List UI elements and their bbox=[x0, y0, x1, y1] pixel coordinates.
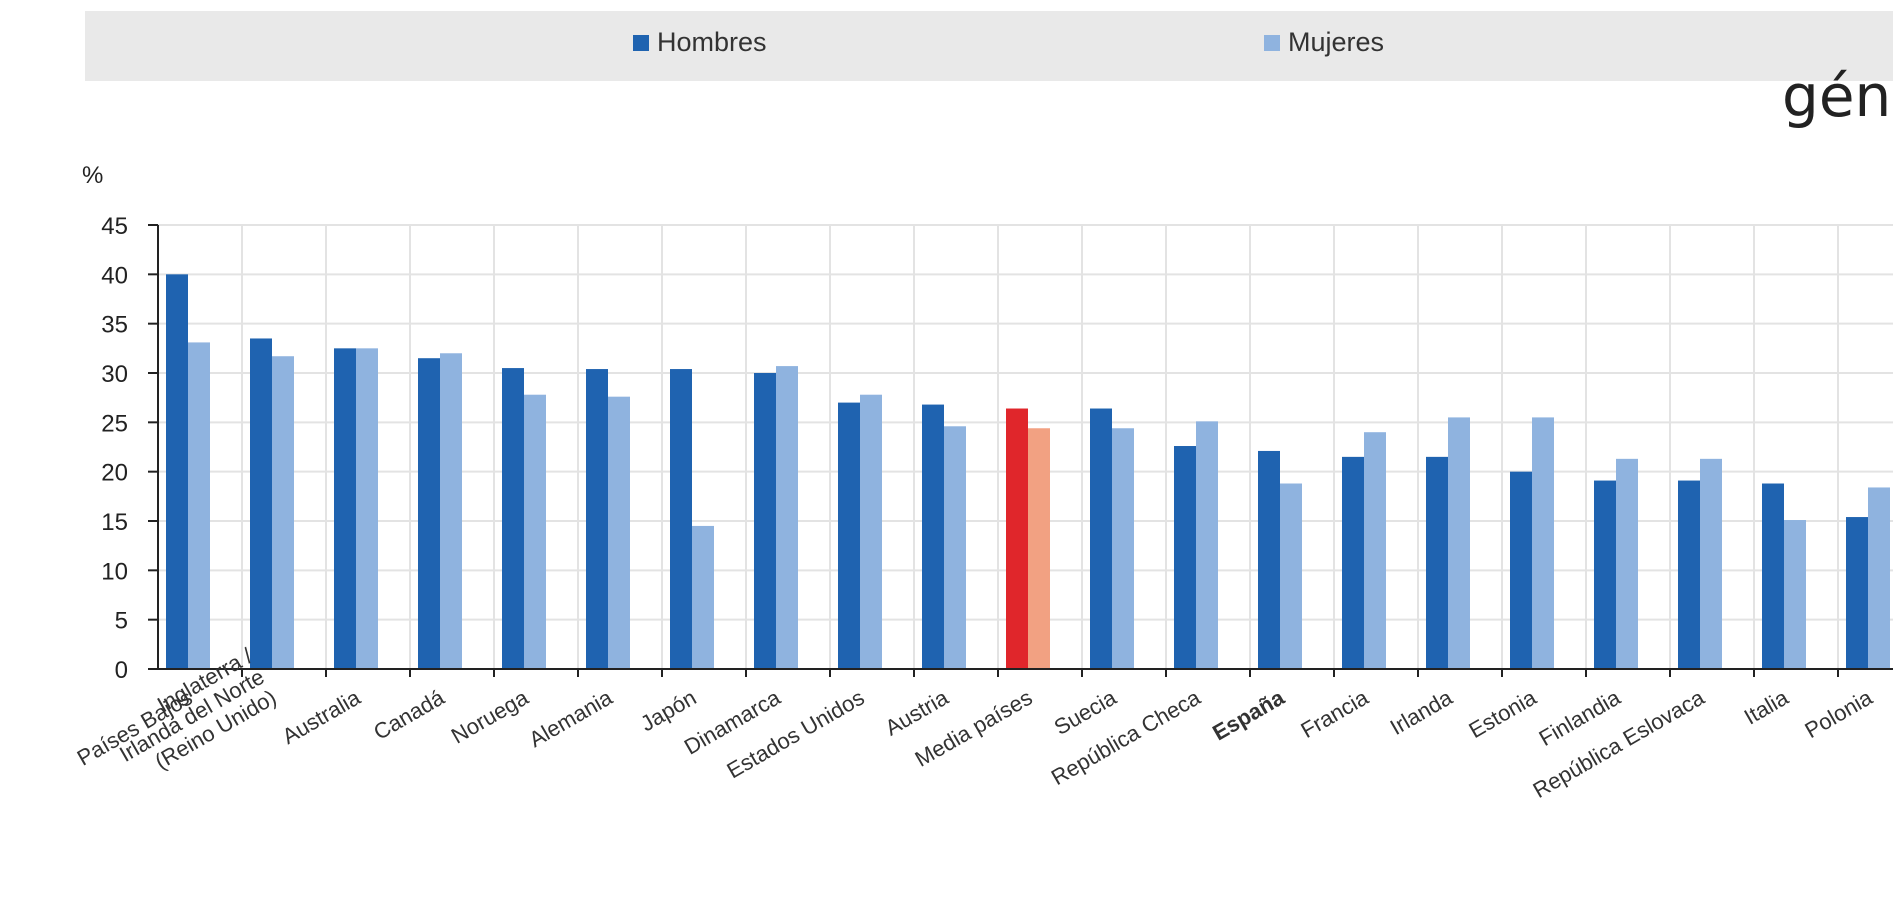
y-tick-label: 5 bbox=[115, 608, 128, 635]
bar-hombres bbox=[1342, 456, 1364, 669]
bar-mujeres bbox=[1028, 428, 1050, 669]
bar-mujeres bbox=[356, 348, 378, 669]
bar-mujeres bbox=[944, 426, 966, 669]
bar-mujeres bbox=[776, 366, 798, 669]
x-tick-label: Estonia bbox=[1464, 684, 1541, 743]
y-tick-label: 25 bbox=[101, 410, 128, 437]
bar-hombres bbox=[1594, 480, 1616, 669]
bar-mujeres bbox=[608, 396, 630, 669]
y-tick-label: 15 bbox=[101, 509, 128, 536]
bar-hombres bbox=[586, 369, 608, 669]
y-tick-label: 35 bbox=[101, 312, 128, 339]
x-tick-label: Polonia bbox=[1800, 684, 1877, 743]
x-tick-label: Noruega bbox=[447, 684, 533, 748]
x-tick-label: Francia bbox=[1296, 684, 1373, 743]
y-axis-label: % bbox=[82, 162, 103, 189]
legend-label-hombres: Hombres bbox=[657, 27, 767, 57]
bar-hombres bbox=[1762, 483, 1784, 669]
bar-mujeres bbox=[1448, 417, 1470, 669]
legend-item-hombres: Hombres bbox=[633, 27, 767, 58]
bar-hombres bbox=[334, 348, 356, 669]
x-tick-label: Alemania bbox=[525, 684, 618, 752]
bar-mujeres bbox=[860, 394, 882, 669]
bar-mujeres bbox=[1868, 487, 1890, 669]
legend-item-mujeres: Mujeres bbox=[1264, 27, 1384, 58]
bar-hombres bbox=[754, 373, 776, 669]
bar-mujeres bbox=[1532, 417, 1554, 669]
title-fragment: gén bbox=[1782, 62, 1892, 130]
bar-hombres bbox=[838, 402, 860, 669]
bar-mujeres bbox=[1616, 458, 1638, 669]
bar-mujeres bbox=[1280, 483, 1302, 669]
bar-hombres bbox=[418, 358, 440, 669]
bar-hombres bbox=[1678, 480, 1700, 669]
bar-hombres bbox=[1426, 456, 1448, 669]
y-tick-label: 20 bbox=[101, 460, 128, 487]
bar-mujeres bbox=[1112, 428, 1134, 669]
bar-hombres bbox=[670, 369, 692, 669]
bar-mujeres bbox=[524, 394, 546, 669]
y-tick-label: 30 bbox=[101, 361, 128, 388]
legend-label-mujeres: Mujeres bbox=[1288, 27, 1385, 57]
x-tick-label: Japón bbox=[636, 685, 700, 737]
bar-hombres bbox=[1510, 471, 1532, 669]
y-tick-label: 10 bbox=[101, 558, 128, 585]
bar-mujeres bbox=[188, 342, 210, 669]
x-tick-label: República Checa bbox=[1047, 684, 1205, 790]
bar-hombres bbox=[1006, 408, 1028, 669]
bar-hombres bbox=[502, 368, 524, 669]
x-tick-label: Irlanda bbox=[1386, 684, 1457, 740]
bar-mujeres bbox=[1700, 458, 1722, 669]
bar-hombres bbox=[1846, 517, 1868, 669]
bar-mujeres bbox=[1364, 432, 1386, 669]
y-tick-label: 0 bbox=[115, 657, 128, 684]
x-tick-label: España bbox=[1208, 684, 1289, 745]
bar-mujeres bbox=[440, 353, 462, 669]
bar-hombres bbox=[166, 274, 188, 669]
y-tick-label: 45 bbox=[101, 213, 128, 240]
bar-hombres bbox=[250, 338, 272, 669]
bar-hombres bbox=[922, 404, 944, 669]
x-tick-label: Canadá bbox=[369, 684, 449, 745]
bar-mujeres bbox=[1196, 421, 1218, 669]
legend-bar bbox=[85, 11, 1893, 81]
bar-mujeres bbox=[692, 525, 714, 669]
legend-swatch-mujeres bbox=[1264, 34, 1280, 51]
legend-swatch-hombres bbox=[633, 34, 649, 51]
bar-hombres bbox=[1090, 408, 1112, 669]
y-tick-label: 40 bbox=[101, 262, 128, 289]
bar-hombres bbox=[1258, 450, 1280, 669]
x-tick-label: Italia bbox=[1740, 684, 1793, 729]
bar-hombres bbox=[1174, 446, 1196, 669]
bar-mujeres bbox=[272, 356, 294, 669]
x-tick-label: Australia bbox=[278, 684, 365, 749]
bar-mujeres bbox=[1784, 520, 1806, 669]
